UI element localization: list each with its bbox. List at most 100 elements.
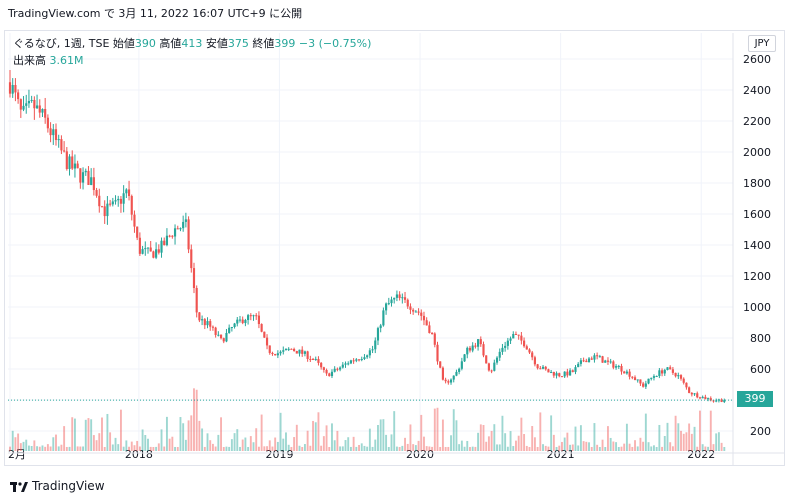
volume-bar xyxy=(569,444,572,451)
candle-body xyxy=(357,359,361,361)
volume-bar xyxy=(255,428,258,451)
volume-bar xyxy=(723,446,726,451)
candle-body xyxy=(420,312,423,316)
candle-body xyxy=(698,397,702,399)
volume-bar xyxy=(317,412,320,451)
candle-body xyxy=(620,365,623,372)
volume-bar xyxy=(27,445,30,451)
candle-body xyxy=(712,400,715,402)
y-tick-label: 2600 xyxy=(743,53,771,66)
volume-bar xyxy=(122,446,125,451)
candle-body xyxy=(27,100,31,104)
volume-bar xyxy=(9,446,11,451)
candle-body xyxy=(298,349,301,354)
candle-body xyxy=(655,376,658,378)
candle-body xyxy=(276,353,279,356)
volume-bar xyxy=(450,435,452,451)
volume-bar xyxy=(274,437,277,451)
volume-bar xyxy=(190,415,193,451)
volume-legend: 出来高 3.61M xyxy=(13,52,83,68)
volume-bar xyxy=(704,446,707,451)
candle-body xyxy=(17,92,20,100)
candle-body xyxy=(206,321,209,326)
volume-bar xyxy=(87,418,90,451)
volume-bar xyxy=(536,446,539,451)
volume-bar xyxy=(482,425,485,451)
volume-bar xyxy=(642,441,645,451)
volume-bar xyxy=(103,446,106,451)
y-tick-label: 800 xyxy=(750,332,771,345)
candle-body xyxy=(617,365,620,367)
volume-bar xyxy=(561,441,563,451)
volume-bar xyxy=(379,419,382,451)
volume-bar xyxy=(322,436,325,451)
volume-bar xyxy=(285,432,287,451)
close-value: 399 xyxy=(274,37,296,50)
volume-bar xyxy=(217,434,220,451)
volume-bar xyxy=(688,423,691,451)
volume-bar xyxy=(136,440,139,451)
volume-bar xyxy=(439,446,442,451)
volume-bar xyxy=(287,444,290,451)
volume-bar xyxy=(260,414,263,451)
candle-body xyxy=(652,376,656,378)
price-chart[interactable]: 200 600 800 1000 1200 1400 1600 1800 2000 2200 240… xyxy=(5,31,785,465)
volume-bar xyxy=(636,446,639,451)
change-value: −3 (−0.75%) xyxy=(298,37,372,50)
candle-body xyxy=(682,378,685,383)
candle-body xyxy=(76,163,79,169)
candle-body xyxy=(452,375,455,380)
candle-body xyxy=(447,381,450,383)
volume-bar xyxy=(52,437,55,451)
candle-body xyxy=(355,359,358,361)
candle-body xyxy=(311,359,315,361)
candle-body xyxy=(398,294,401,299)
candle-body xyxy=(374,340,377,350)
candle-body xyxy=(371,349,374,351)
candle-body xyxy=(249,315,252,317)
volume-bar xyxy=(612,441,615,451)
volume-bar xyxy=(249,436,252,451)
volume-bar xyxy=(590,446,593,451)
volume-bar xyxy=(92,435,95,451)
candle-body xyxy=(35,105,39,109)
candle-body xyxy=(144,248,147,250)
footer-brand[interactable]: TradingView xyxy=(10,479,105,493)
volume-bar xyxy=(236,429,239,451)
volume-bar xyxy=(271,446,274,451)
volume-bar xyxy=(555,446,558,451)
candle-body xyxy=(596,355,599,357)
volume-bar xyxy=(17,433,20,451)
candle-body xyxy=(73,163,77,169)
candle-body xyxy=(339,367,342,370)
volume-bar xyxy=(165,416,168,451)
volume-value: 3.61M xyxy=(49,54,84,67)
y-tick-label: 600 xyxy=(750,363,771,376)
candle-body xyxy=(382,310,385,326)
volume-bar xyxy=(428,446,431,451)
volume-bar xyxy=(309,445,312,451)
volume-bar xyxy=(677,423,680,451)
currency-button[interactable]: JPY xyxy=(748,35,776,52)
x-tick-label: 2018 xyxy=(125,448,153,461)
volume-bar xyxy=(276,441,279,451)
volume-bar xyxy=(268,440,271,451)
volume-bar xyxy=(577,445,580,451)
volume-bar xyxy=(290,446,293,451)
volume-bar xyxy=(279,412,282,451)
candle-body xyxy=(547,369,550,373)
volume-bar xyxy=(233,433,236,451)
volume-bar xyxy=(41,445,44,451)
symbol-label[interactable]: ぐるなび, 1週, TSE xyxy=(13,37,110,50)
candle-body xyxy=(520,335,523,341)
candle-body xyxy=(436,344,439,362)
candle-body xyxy=(52,129,55,136)
volume-bar xyxy=(130,441,133,451)
candle-body xyxy=(57,139,60,141)
candle-body xyxy=(606,360,610,362)
candle-body xyxy=(225,332,228,342)
volume-bar xyxy=(639,437,642,451)
chart-frame xyxy=(4,30,785,466)
volume-bar xyxy=(477,432,480,451)
volume-bar xyxy=(314,422,317,451)
